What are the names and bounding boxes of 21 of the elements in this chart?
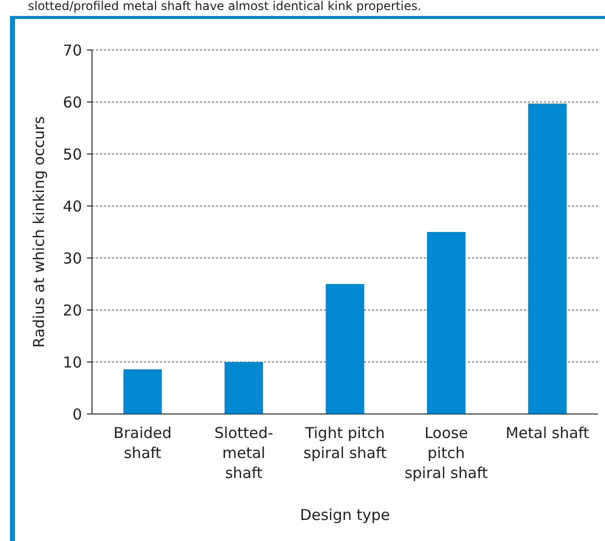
x-tick-label: Slotted- metal shaft [214,424,274,482]
bar [224,362,264,414]
text: slotted/profiled metal shaft have almost identical kink properties. [28,0,422,13]
x-tick-label: Tight pitch spiral shaft [303,424,387,462]
x-tick-label: Loose pitch spiral shaft [404,424,488,482]
x-tick-label: Metal shaft [506,424,590,442]
x-tick-label: Braided shaft [114,424,172,462]
y-tick-label: 10 [62,353,82,372]
bar [123,369,162,414]
bar [326,284,364,414]
y-tick-label: 60 [62,93,82,112]
y-tick-label: 70 [62,41,82,60]
y-tick-label: 30 [62,249,82,268]
y-tick-label: 0 [72,405,82,424]
y-tick-label: 20 [62,301,82,320]
y-tick-label: 50 [62,145,82,164]
y-tick-label: 40 [62,197,82,216]
y-axis-title: Radius at which kinking occurs [30,116,48,348]
bar [426,232,466,414]
x-axis-title: Design type [300,506,390,524]
bar [528,104,567,414]
